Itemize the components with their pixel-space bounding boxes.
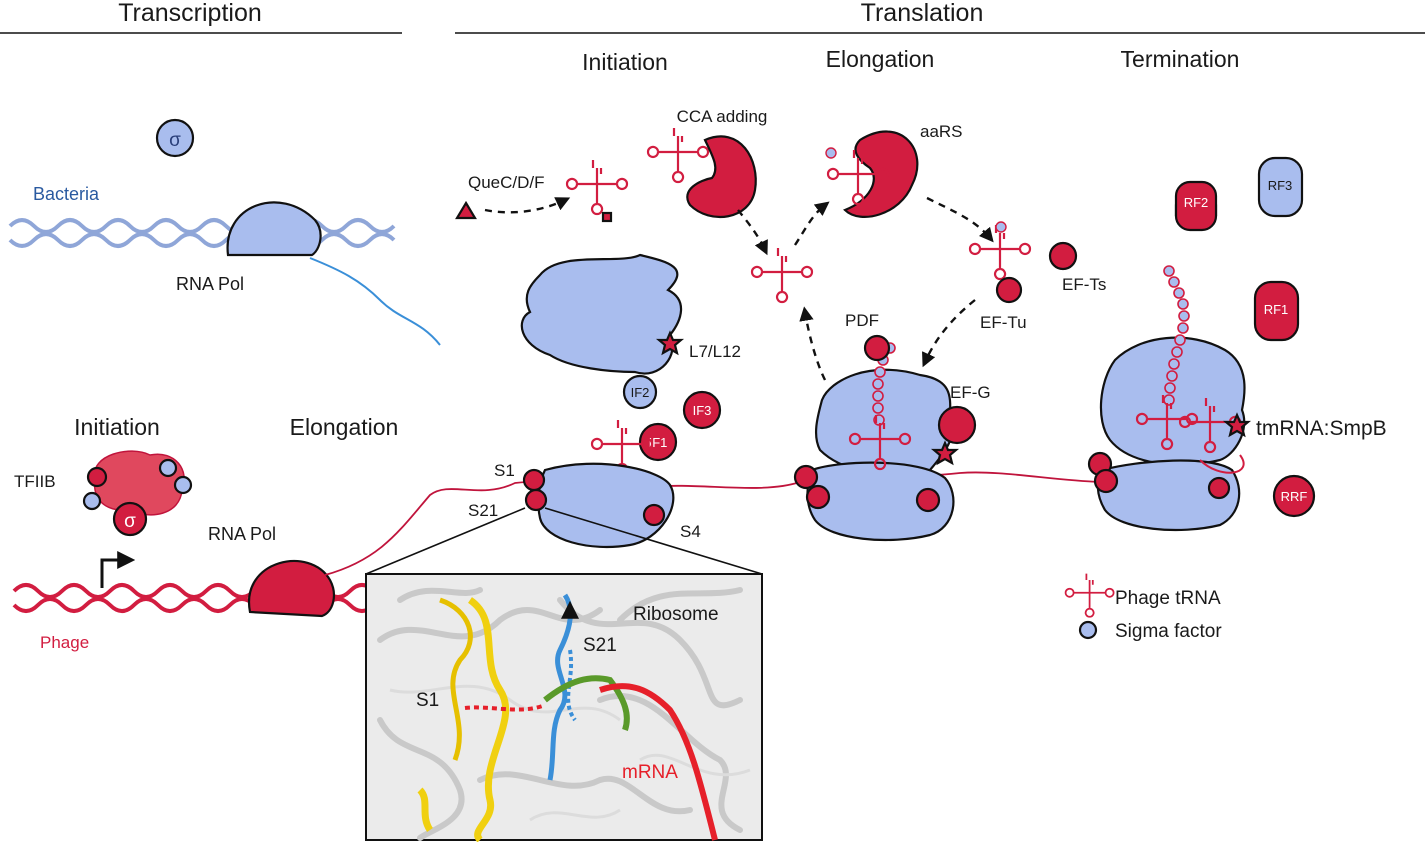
- zoom-line-left: [365, 507, 526, 575]
- if1-factor: IF1: [638, 422, 678, 462]
- s4-label: S4: [680, 522, 701, 541]
- efts-protein: [1048, 241, 1078, 271]
- rf3-label: RF3: [1268, 178, 1293, 193]
- eftu-protein: [995, 276, 1023, 304]
- legend-sigma-label: Sigma factor: [1115, 621, 1222, 642]
- quec-arrow: [484, 197, 571, 214]
- sigma-factor-bacteria: σ: [155, 118, 195, 158]
- rna-pol-bacteria: [226, 201, 322, 257]
- bacterial-dna-helix: [8, 218, 396, 248]
- pdf-label: PDF: [845, 311, 879, 330]
- termination-s21: [1093, 468, 1119, 494]
- quec-label: QueC/D/F: [468, 173, 545, 192]
- elongation-s1: [793, 464, 819, 490]
- s4-protein: [642, 503, 666, 527]
- recycle-arrow: [799, 306, 827, 381]
- elongation-s21: [805, 484, 831, 510]
- aars-out-arrow: [926, 196, 994, 243]
- rf2-body: [1174, 180, 1218, 232]
- pdf-protein: [863, 334, 891, 362]
- inset-s21-label: S21: [583, 635, 617, 656]
- tfiib-complex: σ: [82, 450, 193, 537]
- rna-pol-phage: [247, 559, 335, 618]
- rf2-label: RF2: [1184, 195, 1209, 210]
- zoom-line-right: [544, 507, 763, 575]
- amino-acid-eftu: [995, 221, 1007, 233]
- phage-label: Phage: [40, 633, 89, 652]
- ribosome-structure-inset: Ribosome S21 S1 mRNA: [365, 573, 763, 842]
- s21-label: S21: [468, 501, 498, 520]
- tmrna-loop: [1199, 454, 1245, 474]
- bacterial-transcript: [309, 257, 441, 346]
- bacteria-label: Bacteria: [33, 184, 100, 204]
- efg-label: EF-G: [950, 383, 991, 402]
- svg-text:IF1: IF1: [649, 435, 668, 450]
- small-subunit-elongation: [806, 461, 955, 542]
- aars-in-arrow: [794, 201, 830, 246]
- eftu-arrow: [922, 299, 976, 368]
- large-subunit-initiation: [520, 253, 683, 375]
- svg-text:σ: σ: [169, 130, 181, 151]
- efts-label: EF-Ts: [1062, 275, 1106, 294]
- peptide-chain-termination: [1163, 265, 1190, 406]
- legend-sigma-icon: [1078, 620, 1098, 640]
- svg-text:IF3: IF3: [693, 403, 712, 418]
- trna-cca-icon: [646, 126, 710, 184]
- translation-header: Translation: [861, 0, 984, 27]
- initiation-title: Initiation: [582, 49, 668, 75]
- amino-acid-aars: [825, 147, 837, 159]
- l7l12-star-icon: [655, 330, 685, 356]
- if2-factor: IF2: [622, 374, 658, 410]
- trna-free-icon: [750, 246, 814, 304]
- quec-triangle-icon: [455, 200, 477, 220]
- small-subunit-initiation: [537, 462, 675, 549]
- efg-star-icon: [930, 440, 960, 466]
- legend-trna-icon: [1064, 572, 1115, 618]
- if3-factor: IF3: [682, 390, 722, 430]
- rrf-factor: RRF: [1272, 474, 1316, 518]
- inset-ribosome-label: Ribosome: [633, 604, 719, 625]
- elongation-title: Elongation: [826, 46, 935, 72]
- phage-dna-helix: [12, 583, 400, 613]
- tx-elongation-title: Elongation: [290, 414, 399, 440]
- eftu-label: EF-Tu: [980, 313, 1027, 332]
- aars-label: aaRS: [920, 122, 963, 141]
- svg-text:IF2: IF2: [631, 385, 650, 400]
- svg-text:RRF: RRF: [1281, 489, 1308, 504]
- rf1-factor: [1253, 280, 1300, 342]
- trna-quec-icon: [565, 158, 629, 216]
- tmrna-label: tmRNA:SmpB: [1256, 417, 1387, 440]
- cca-arrow: [737, 209, 768, 256]
- elongation-s4: [915, 487, 941, 513]
- rna-pol-phage-label: RNA Pol: [208, 524, 276, 544]
- aars-enzyme: [843, 130, 919, 218]
- rna-pol-bacteria-label: RNA Pol: [176, 274, 244, 294]
- l7l12-label: L7/L12: [689, 342, 741, 361]
- s1-label: S1: [494, 461, 515, 480]
- quec-mod-icon: [601, 211, 613, 223]
- small-subunit-termination: [1096, 459, 1241, 532]
- rf1-label: RF1: [1264, 302, 1289, 317]
- tfiib-label: TFIIB: [14, 472, 56, 491]
- inset-mrna-label: mRNA: [622, 762, 678, 783]
- tx-initiation-title: Initiation: [74, 414, 160, 440]
- s1-protein: [522, 468, 546, 492]
- transcription-header: Transcription: [118, 0, 262, 27]
- termination-s4: [1207, 476, 1231, 500]
- inset-s1-label: S1: [416, 690, 439, 711]
- trna-eftu-icon: [968, 223, 1032, 281]
- rf3-factor: [1257, 156, 1304, 218]
- efg-protein: [937, 405, 977, 445]
- cca-label: CCA adding: [677, 107, 768, 126]
- legend-trna-label: Phage tRNA: [1115, 588, 1221, 609]
- promoter-arrow: [100, 551, 136, 588]
- s21-protein: [524, 488, 548, 512]
- cca-enzyme: [686, 135, 757, 219]
- termination-title: Termination: [1121, 46, 1240, 72]
- svg-text:σ: σ: [124, 511, 136, 532]
- smpb-star-icon: [1222, 412, 1252, 438]
